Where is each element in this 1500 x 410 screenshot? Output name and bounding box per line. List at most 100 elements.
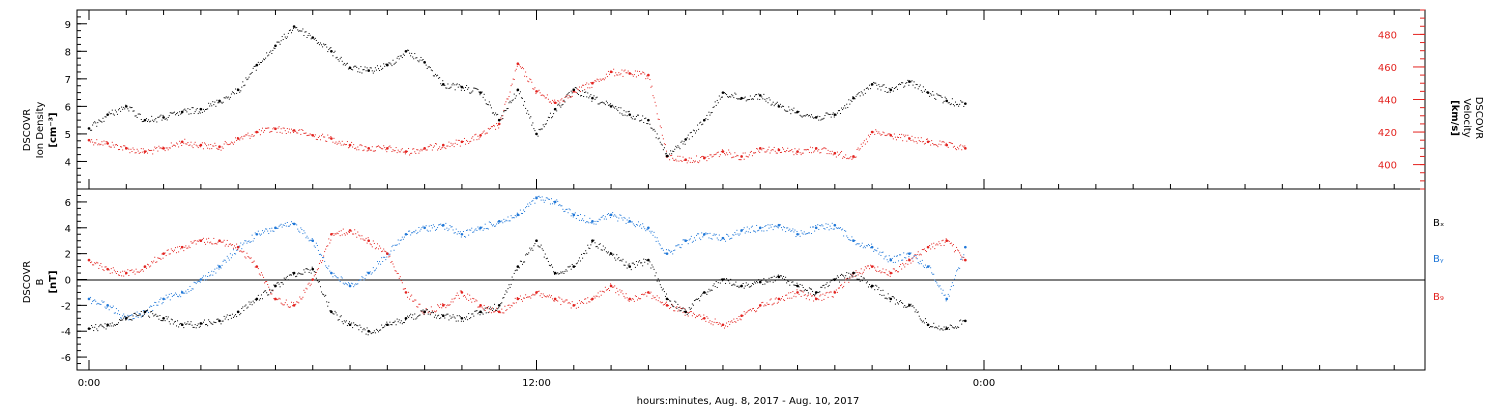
density-series-point bbox=[572, 88, 576, 92]
bx-series-dot bbox=[259, 298, 261, 300]
bx-series-dot bbox=[546, 257, 548, 259]
bx-series-dot bbox=[228, 314, 230, 316]
bx-series-dot bbox=[739, 285, 741, 287]
density-series-dot bbox=[466, 85, 468, 87]
by-series-dot bbox=[124, 316, 126, 318]
velocity-series-dot bbox=[943, 141, 945, 143]
by-series-dot bbox=[887, 261, 889, 263]
bz-series-dot bbox=[418, 303, 420, 305]
density-series-dot bbox=[793, 107, 795, 109]
velocity-series-dot bbox=[856, 148, 858, 150]
velocity-series-dot bbox=[241, 136, 243, 138]
bx-series-dot bbox=[441, 314, 443, 316]
by-series-dot bbox=[479, 229, 481, 231]
density-series-dot bbox=[264, 59, 266, 61]
density-series-dot bbox=[888, 87, 890, 89]
velocity-series-dot bbox=[791, 148, 793, 150]
density-series-dot bbox=[220, 101, 222, 103]
by-series-dot bbox=[513, 217, 515, 219]
bx-series-dot bbox=[808, 287, 810, 289]
bx-series-dot bbox=[169, 323, 171, 325]
velocity-series-dot bbox=[128, 148, 130, 150]
density-series-dot bbox=[874, 82, 876, 84]
bx-series-dot bbox=[640, 262, 642, 264]
bx-series-dot bbox=[411, 317, 413, 319]
bz-series-dot bbox=[828, 292, 830, 294]
bz-series-dot bbox=[140, 269, 142, 271]
by-series-dot bbox=[850, 239, 852, 241]
velocity-series-dot bbox=[366, 150, 368, 152]
density-series-dot bbox=[287, 32, 289, 34]
density-series-dot bbox=[720, 96, 722, 98]
top-right-ylabel-line2: Velocity bbox=[1461, 98, 1472, 137]
by-series-dot bbox=[236, 249, 238, 251]
bx-series-dot bbox=[413, 318, 415, 320]
bz-series-dot bbox=[518, 298, 520, 300]
bz-series-dot bbox=[596, 295, 598, 297]
bz-series-dot bbox=[763, 305, 765, 307]
bz-series-dot bbox=[889, 275, 891, 277]
by-series-dot bbox=[784, 227, 786, 229]
bx-series-dot bbox=[316, 280, 318, 282]
by-series-dot bbox=[627, 221, 629, 223]
bx-series-dot bbox=[118, 322, 120, 324]
bx-series-dot bbox=[765, 280, 767, 282]
velocity-series-dot bbox=[334, 142, 336, 144]
bx-series-dot bbox=[280, 282, 282, 284]
by-series-dot bbox=[119, 313, 121, 315]
density-series-dot bbox=[623, 110, 625, 112]
bx-series-dot bbox=[173, 321, 175, 323]
by-series-dot bbox=[421, 227, 423, 229]
bx-series-dot bbox=[662, 288, 664, 290]
bx-series-dot bbox=[509, 286, 511, 288]
density-series-dot bbox=[523, 104, 525, 106]
bz-series-dot bbox=[123, 275, 125, 277]
bz-series-dot bbox=[338, 230, 340, 232]
by-series-dot bbox=[540, 199, 542, 201]
by-series-dot bbox=[908, 256, 910, 258]
velocity-series-dot bbox=[735, 156, 737, 158]
by-series-dot bbox=[241, 248, 243, 250]
velocity-series-dot bbox=[445, 148, 447, 150]
density-series-dot bbox=[267, 55, 269, 57]
by-series-dot bbox=[663, 252, 665, 254]
bz-series-dot bbox=[242, 251, 244, 253]
velocity-series-dot bbox=[807, 149, 809, 151]
density-series-dot bbox=[583, 96, 585, 98]
by-series-point bbox=[292, 222, 296, 226]
bx-series-dot bbox=[827, 286, 829, 288]
velocity-series-dot bbox=[558, 100, 560, 102]
bz-series-dot bbox=[914, 254, 916, 256]
by-series-dot bbox=[220, 267, 222, 269]
velocity-series-point bbox=[236, 137, 240, 140]
bx-series-dot bbox=[571, 263, 573, 265]
bz-series-dot bbox=[210, 241, 212, 243]
bz-series-dot bbox=[296, 301, 298, 303]
bx-series-dot bbox=[809, 288, 811, 290]
density-series-dot bbox=[527, 110, 529, 112]
bz-series-dot bbox=[460, 290, 462, 292]
by-series-dot bbox=[172, 294, 174, 296]
by-series-dot bbox=[922, 265, 924, 267]
by-series-dot bbox=[639, 225, 641, 227]
velocity-series-dot bbox=[865, 138, 867, 140]
bx-series-dot bbox=[148, 315, 150, 317]
by-series-dot bbox=[318, 253, 320, 255]
bz-series-dot bbox=[832, 296, 834, 298]
velocity-series-dot bbox=[906, 140, 908, 142]
velocity-series-dot bbox=[737, 155, 739, 157]
by-series-dot bbox=[495, 225, 497, 227]
velocity-series-dot bbox=[110, 146, 112, 148]
bz-series-dot bbox=[365, 237, 367, 239]
velocity-series-dot bbox=[222, 147, 224, 149]
by-series-dot bbox=[165, 294, 167, 296]
bz-series-dot bbox=[470, 298, 472, 300]
by-series-dot bbox=[263, 232, 265, 234]
bx-series-dot bbox=[208, 319, 210, 321]
velocity-series-dot bbox=[763, 148, 765, 150]
velocity-series-dot bbox=[751, 155, 753, 157]
density-series-dot bbox=[911, 80, 913, 82]
density-series-dot bbox=[344, 64, 346, 66]
by-series-dot bbox=[149, 306, 151, 308]
bz-series-dot bbox=[638, 297, 640, 299]
